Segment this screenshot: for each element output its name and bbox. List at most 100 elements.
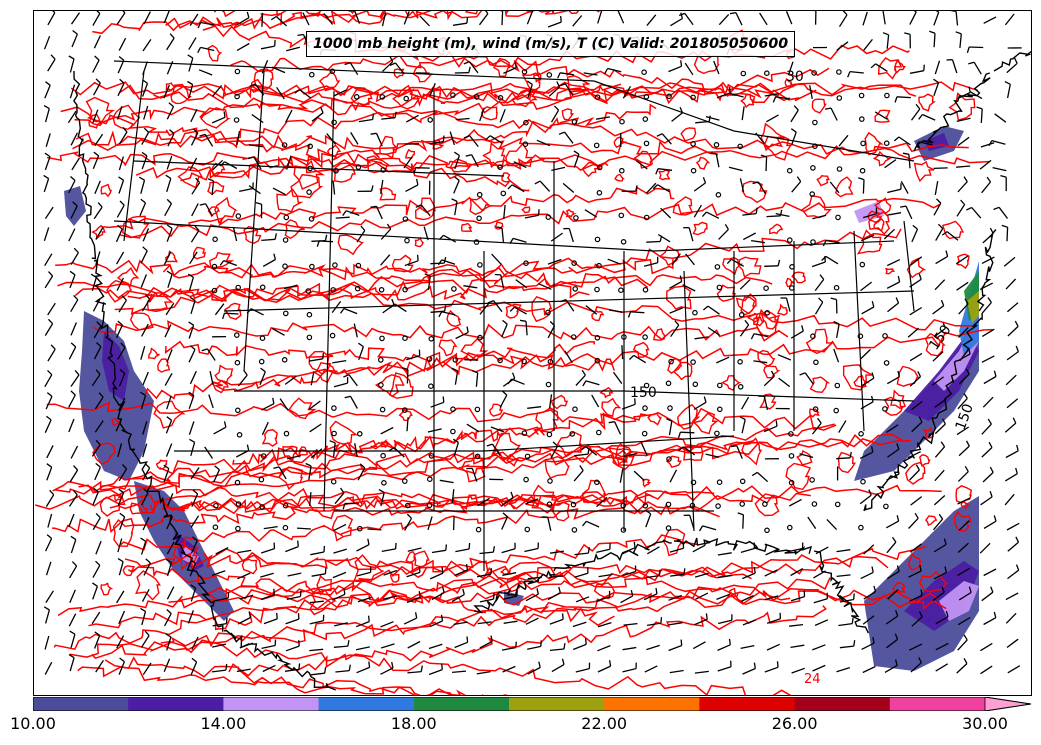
temperature-contour	[667, 357, 683, 374]
wind-barb-icon	[1005, 278, 1017, 290]
wind-barb-icon	[669, 307, 683, 314]
calm-wind-circle-icon	[788, 285, 795, 291]
calm-wind-circle-icon	[356, 430, 363, 437]
calm-wind-circle-icon	[331, 405, 337, 411]
wind-barb-icon	[694, 613, 708, 626]
wind-barb-icon	[166, 33, 175, 51]
calm-wind-circle-icon	[476, 215, 482, 222]
wind-barb-icon	[790, 644, 805, 649]
wind-barb-icon	[766, 209, 783, 218]
wind-barb-icon	[45, 561, 52, 576]
wind-barb-icon	[163, 464, 170, 482]
wind-barb-icon	[232, 227, 238, 242]
calm-wind-circle-icon	[522, 141, 529, 148]
wind-barb-icon	[1004, 467, 1018, 482]
wind-barb-icon	[68, 418, 75, 433]
wind-barb-icon	[141, 151, 148, 170]
wind-barb-icon	[742, 207, 758, 216]
wind-barb-icon	[755, 132, 766, 145]
temperature-contour	[809, 376, 831, 394]
wind-barb-icon	[847, 70, 864, 78]
calm-wind-circle-icon	[836, 166, 843, 172]
temperature-contour	[777, 303, 788, 316]
wind-barb-icon	[507, 184, 525, 193]
calm-wind-circle-icon	[211, 263, 218, 270]
wind-barb-icon	[335, 216, 350, 219]
wind-barb-icon	[718, 223, 729, 240]
wind-barb-icon	[886, 565, 900, 580]
wind-barb-icon	[766, 643, 780, 651]
calm-wind-circle-icon	[546, 72, 553, 78]
wind-barb-icon	[118, 657, 126, 675]
wind-barb-icon	[93, 35, 101, 49]
wind-barb-icon	[44, 271, 54, 289]
wind-barb-icon	[941, 231, 959, 241]
calm-wind-circle-icon	[668, 358, 674, 365]
wind-barb-icon	[956, 281, 969, 291]
calm-wind-circle-icon	[308, 216, 315, 222]
wind-barb-icon	[428, 663, 443, 676]
wind-barb-icon	[992, 166, 1007, 172]
calm-wind-circle-icon	[836, 95, 843, 101]
wind-barb-icon	[932, 299, 945, 315]
wind-barb-icon	[790, 105, 799, 123]
wind-barb-icon	[860, 395, 874, 410]
temperature-contour	[868, 211, 891, 236]
wind-barb-icon	[982, 396, 994, 408]
wind-barb-icon	[453, 17, 469, 26]
wind-barb-icon	[69, 561, 78, 579]
wind-barb-icon	[657, 233, 671, 243]
wind-barb-icon	[710, 152, 720, 168]
wind-barb-icon	[260, 588, 275, 601]
temperature-contour	[805, 328, 834, 355]
calm-wind-circle-icon	[788, 431, 794, 437]
wind-barb-icon	[239, 594, 254, 600]
wind-barb-icon	[838, 134, 849, 147]
wind-barb-icon	[382, 595, 397, 600]
wind-barb-icon	[716, 356, 730, 364]
wind-barb-icon	[527, 576, 542, 580]
wind-barb-icon	[957, 465, 969, 482]
temperature-contour	[243, 226, 262, 244]
wind-barb-icon	[284, 375, 297, 385]
calm-wind-circle-icon	[593, 142, 600, 149]
state-boundary	[123, 70, 145, 242]
wind-barb-icon	[92, 11, 101, 26]
wind-barb-icon	[92, 487, 99, 506]
wind-barb-icon	[92, 582, 99, 600]
wind-barb-icon	[981, 355, 995, 363]
wind-barb-icon	[142, 371, 149, 386]
calm-wind-circle-icon	[859, 167, 866, 174]
calm-wind-circle-icon	[426, 476, 433, 483]
wind-barb-icon	[1005, 612, 1017, 624]
wind-barb-icon	[739, 278, 751, 290]
wind-barb-icon	[814, 11, 817, 25]
temperature-contour	[112, 518, 135, 548]
wind-barb-icon	[597, 11, 603, 24]
wind-barb-icon	[261, 60, 269, 74]
wind-barb-icon	[813, 592, 828, 604]
wind-barb-icon	[882, 32, 890, 49]
calm-wind-circle-icon	[234, 332, 240, 338]
temperature-contour	[591, 309, 605, 322]
wind-barb-icon	[893, 136, 911, 146]
temperature-contour	[835, 176, 854, 198]
wind-barb-icon	[93, 321, 102, 339]
calm-wind-circle-icon	[474, 453, 481, 460]
wind-barb-icon	[323, 13, 334, 25]
wind-barb-icon	[862, 665, 876, 674]
wind-barb-icon	[836, 41, 849, 51]
wind-barb-icon	[692, 539, 706, 553]
temperature-contour	[78, 484, 720, 518]
wind-barb-icon	[980, 142, 995, 148]
wind-barb-icon	[356, 538, 370, 552]
temperature-contour	[284, 219, 305, 240]
wind-barb-icon	[524, 542, 539, 553]
wind-barb-icon	[887, 443, 900, 458]
wind-barb-icon	[982, 227, 994, 244]
wind-barb-icon	[116, 277, 124, 291]
wind-barb-icon	[980, 642, 993, 652]
wind-barb-icon	[670, 320, 680, 337]
wind-barb-icon	[119, 512, 126, 531]
wind-barb-icon	[707, 326, 721, 336]
